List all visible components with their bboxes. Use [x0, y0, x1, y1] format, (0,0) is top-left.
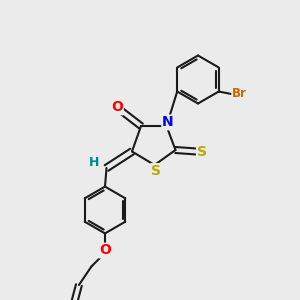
- Text: N: N: [162, 116, 174, 129]
- Text: H: H: [89, 156, 99, 169]
- Text: O: O: [99, 244, 111, 257]
- Text: S: S: [197, 145, 207, 158]
- Text: S: S: [151, 164, 161, 178]
- Text: Br: Br: [232, 87, 247, 101]
- Text: O: O: [111, 100, 123, 114]
